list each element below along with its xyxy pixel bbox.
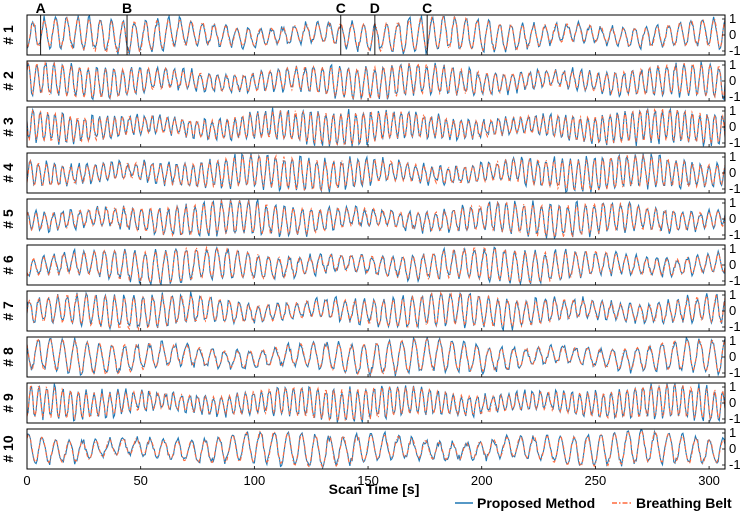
panel-2: 10-1 # 2 [0, 57, 741, 104]
panel-5: 10-1 # 5 [0, 195, 741, 242]
legend-label-proposed: Proposed Method [477, 495, 595, 511]
series-breathing-belt-panel-9 [27, 384, 725, 422]
series-breathing-belt-panel-1 [27, 15, 725, 54]
series-proposed-method-panel-10 [27, 429, 725, 469]
y-tick-label: 1 [729, 195, 736, 210]
y-tick-label: 0 [729, 73, 736, 88]
y-tick-label: -1 [729, 43, 741, 58]
panel-9: 10-1 # 9 [0, 379, 741, 426]
panel-label: # 8 [0, 347, 16, 367]
panel-label: # 5 [0, 209, 16, 229]
y-tick-label: 1 [729, 425, 736, 440]
y-tick-label: 0 [729, 303, 736, 318]
y-tick-label: 1 [729, 11, 736, 26]
series-breathing-belt-panel-3 [27, 108, 725, 146]
y-tick-label: 1 [729, 103, 736, 118]
y-tick-label: 0 [729, 257, 736, 272]
y-tick-label: 1 [729, 149, 736, 164]
event-label: D [370, 0, 380, 16]
series-proposed-method-panel-2 [27, 61, 725, 101]
series-proposed-method-panel-6 [27, 246, 725, 285]
panel-4: 10-1 # 4 [0, 149, 741, 196]
x-tick-label: 300 [698, 473, 720, 488]
panel-8: 10-1 # 8 [0, 333, 741, 380]
panels-group: 10-1# 110-1# 210-1# 310-1# 410-1# 510-1#… [0, 0, 741, 472]
event-marker-A: A [36, 0, 46, 55]
panel-label: # 6 [0, 255, 16, 275]
x-axis-label: Scan Time [s] [329, 481, 420, 497]
y-tick-label: 1 [729, 379, 736, 394]
x-axis: 0 50 100 150 200 250 300 [23, 473, 720, 488]
series-breathing-belt-panel-2 [27, 61, 725, 100]
panel-label: # 10 [0, 435, 16, 462]
y-tick-label: 0 [729, 349, 736, 364]
panel-label: # 7 [0, 301, 16, 321]
y-tick-label: -1 [729, 319, 741, 334]
x-tick-label: 50 [133, 473, 147, 488]
event-marker-D: D [370, 0, 380, 55]
panel-10: 10-1 # 10 [0, 425, 741, 472]
y-tick-label: -1 [729, 365, 741, 380]
y-tick-label: 1 [729, 241, 736, 256]
y-tick-label: 0 [729, 165, 736, 180]
y-tick-label: -1 [729, 89, 741, 104]
y-tick-label: 0 [729, 27, 736, 42]
series-proposed-method-panel-8 [27, 337, 725, 377]
y-tick-label: 1 [729, 333, 736, 348]
x-tick-label: 250 [585, 473, 607, 488]
event-label: C [422, 0, 432, 16]
event-marker-C: C [422, 0, 432, 55]
y-tick-label: 0 [729, 441, 736, 456]
legend: Proposed Method Breathing Belt [455, 495, 732, 511]
y-tick-label: -1 [729, 135, 741, 150]
panel-1: 10-1 # 1 [0, 11, 741, 58]
series-breathing-belt-panel-8 [27, 338, 725, 376]
panel-label: # 4 [0, 163, 16, 183]
panel-label: # 2 [0, 71, 16, 91]
y-tick-label: -1 [729, 273, 741, 288]
legend-label-belt: Breathing Belt [636, 495, 732, 511]
event-label: B [122, 0, 132, 16]
series-breathing-belt-panel-6 [27, 245, 725, 284]
series-proposed-method-panel-9 [27, 383, 725, 423]
y-tick-label: 1 [729, 57, 736, 72]
event-label: A [36, 0, 46, 16]
x-tick-label: 0 [23, 473, 30, 488]
panel-label: # 9 [0, 393, 16, 413]
y-tick-label: -1 [729, 457, 741, 472]
x-tick-label: 100 [244, 473, 266, 488]
series-breathing-belt-panel-7 [27, 291, 725, 331]
series-breathing-belt-panel-5 [27, 199, 725, 239]
series-breathing-belt-panel-10 [27, 430, 725, 469]
y-tick-label: 0 [729, 119, 736, 134]
event-label: C [336, 0, 346, 16]
panel-label: # 1 [0, 25, 16, 45]
x-tick-label: 150 [357, 473, 379, 488]
panel-frame [26, 244, 726, 286]
panel-6: 10-1 # 6 [0, 241, 741, 288]
panel-7: 10-1 # 7 [0, 287, 741, 334]
y-tick-label: 0 [729, 211, 736, 226]
panel-3: 10-1 # 3 [0, 103, 741, 150]
y-tick-label: 1 [729, 287, 736, 302]
x-tick-label: 200 [471, 473, 493, 488]
y-tick-label: -1 [729, 227, 741, 242]
event-marker-C: C [336, 0, 346, 55]
y-tick-label: -1 [729, 411, 741, 426]
panel-label: # 3 [0, 117, 16, 137]
y-tick-label: 0 [729, 395, 736, 410]
event-marker-B: B [122, 0, 132, 55]
y-tick-label: -1 [729, 181, 741, 196]
